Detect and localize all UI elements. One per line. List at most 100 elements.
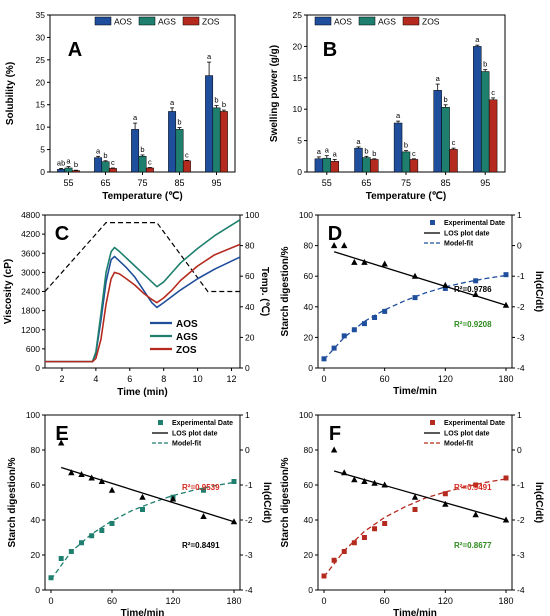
- panel-c-y2-tick-label: 100: [245, 210, 259, 220]
- panel-a-x-tick-label: 95: [211, 178, 221, 188]
- panel-b-significance-letter: a: [333, 149, 338, 158]
- panel-d-x-tick-label: 180: [498, 374, 513, 384]
- panel-e-y2-tick-label: -2: [245, 515, 253, 525]
- panel-d-los-point: [472, 291, 479, 298]
- panel-e-experimental-point: [89, 533, 95, 539]
- panel-e-legend-label: Model-fit: [172, 441, 202, 448]
- panel-e-los-point: [200, 513, 207, 519]
- panel-a-significance-letter: a: [66, 157, 71, 166]
- panel-f-experimental-point: [442, 491, 448, 497]
- panel-d-x-tick-label: 120: [438, 374, 453, 384]
- panel-b-bar: [330, 161, 339, 173]
- panel-f-los-point: [381, 481, 388, 488]
- panel-a-x-tick-label: 65: [100, 178, 110, 188]
- panel-c-y-tick-label: 4800: [21, 210, 40, 220]
- panel-c-y2-tick-label: 80: [245, 241, 255, 251]
- panel-b-y-tick-label: 20: [293, 41, 303, 51]
- panel-a-bar: [71, 170, 80, 173]
- panel-a-panel-letter: A: [68, 39, 82, 61]
- panel-b-bar: [401, 151, 411, 173]
- panel-c-y2-tick-label: 40: [245, 302, 255, 312]
- panel-e-y2-tick-label: -1: [245, 480, 253, 490]
- panel-c-series-line-zos: [45, 243, 241, 363]
- panel-a-legend-label: ZOS: [202, 17, 220, 27]
- panel-f-los-regression-line: [333, 470, 507, 521]
- panel-a-bar: [212, 107, 221, 173]
- panel-a-bar: [219, 111, 228, 173]
- panel-b-bar: [449, 149, 458, 173]
- panel-f-y-tick-label: 40: [304, 515, 314, 525]
- panel-d-y-axis-label: Starch digestion/%: [280, 246, 291, 336]
- panel-a-significance-letter: c: [148, 158, 152, 167]
- panel-a-bar: [57, 169, 66, 173]
- panel-d-panel-letter: D: [328, 223, 342, 245]
- panel-b-bar: [362, 157, 371, 173]
- panel-b-significance-letter: c: [452, 138, 456, 147]
- panel-e-los-point: [57, 439, 65, 446]
- panel-f-los-point: [351, 476, 358, 483]
- panel-f-los-point: [371, 479, 378, 486]
- panel-c-legend-label: ZOS: [176, 345, 197, 356]
- panel-f-y2-tick-label: -1: [517, 480, 525, 490]
- panel-c-y2-tick-label: 60: [245, 271, 255, 281]
- panel-e-y-tick-label: 20: [31, 550, 41, 560]
- panel-c-panel-letter: C: [55, 223, 69, 245]
- panel-a-significance-letter: b: [177, 118, 181, 127]
- panel-a-bar: [138, 156, 147, 173]
- panel-f-los-point: [361, 478, 368, 484]
- panel-e-los-point: [230, 518, 238, 525]
- panel-f-experimental-point: [473, 482, 479, 488]
- panel-a-bar: [182, 160, 191, 173]
- panel-c-y-tick-label: 2400: [21, 287, 40, 297]
- panel-b-bar: [370, 159, 379, 173]
- panel-e-los-point: [108, 486, 116, 493]
- panel-e-y2-tick-label: -4: [245, 585, 253, 595]
- panel-d-experimental-point: [361, 321, 367, 327]
- panel-a-legend-swatch: [138, 16, 156, 26]
- panel-d-y2-tick-label: -1: [517, 271, 525, 281]
- panel-f-los-point: [330, 446, 338, 453]
- panel-a-significance-letter: b: [74, 160, 78, 169]
- panel-d-los-point: [351, 258, 358, 265]
- panel-b-significance-letter: b: [404, 141, 408, 150]
- panel-b-significance-letter: a: [475, 35, 480, 44]
- panel-b-y-axis-label: Swelling power (g/g): [269, 45, 280, 142]
- panel-a-bar: [64, 167, 73, 173]
- panel-b-bar: [354, 147, 363, 173]
- panel-a-x-tick-label: 75: [137, 178, 147, 188]
- panel-a-legend-label: AOS: [114, 17, 132, 27]
- panel-a-x-axis-label: Temperature (℃): [102, 191, 183, 202]
- panel-e-y-tick-label: 0: [35, 585, 40, 595]
- panel-a-y-tick-label: 30: [36, 32, 46, 42]
- panel-f-los-point: [411, 493, 419, 500]
- panel-a-significance-letter: a: [96, 146, 101, 155]
- panel-b-x-tick-label: 55: [322, 178, 332, 188]
- panel-e-legend-label: Experimental Date: [172, 420, 233, 427]
- panel-b-legend-swatch: [314, 16, 332, 26]
- panel-e-los-point: [98, 478, 106, 484]
- panel-d-y-tick-label: 60: [304, 271, 314, 281]
- panel-f-legend-label: LOS plot date: [444, 431, 490, 438]
- panel-b-bar: [314, 158, 324, 173]
- panel-d-y-tick-label: 100: [299, 210, 313, 220]
- panel-d-x-tick-label: 0: [321, 374, 326, 384]
- panel-f-y-tick-label: 60: [304, 480, 314, 490]
- panel-e-x-tick-label: 0: [48, 596, 53, 606]
- panel-d-experimental-point: [412, 295, 418, 301]
- panel-f-x-tick-label: 180: [498, 596, 513, 606]
- panel-f-x-tick-label: 60: [380, 596, 390, 606]
- panel-c-y2-tick-label: 0: [245, 363, 250, 373]
- panel-d-r-squared-annotation: R²=0.9208: [454, 320, 492, 329]
- panel-f-los-point: [502, 516, 510, 523]
- panel-e-experimental-point: [79, 540, 84, 546]
- panel-a-legend-label: AGS: [158, 17, 176, 27]
- panel-b-bar: [441, 107, 450, 173]
- panel-d-y2-axis-label: ln(dC/dt): [533, 271, 544, 312]
- panel-b-bar: [322, 157, 332, 173]
- panel-c-x-tick-label: 2: [59, 374, 64, 384]
- panel-e-y-tick-label: 60: [31, 480, 41, 490]
- panel-d-experimental-point: [473, 278, 479, 284]
- panel-d-y2-tick-label: -2: [517, 302, 525, 312]
- panel-b-legend-swatch: [402, 16, 420, 26]
- panel-b-x-axis-label: Temperature (℃): [366, 191, 447, 202]
